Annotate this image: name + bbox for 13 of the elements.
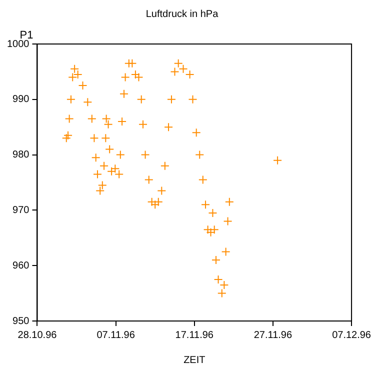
y-tick-label: 980 xyxy=(12,150,30,161)
chart-title: Luftdruck in hPa xyxy=(146,8,219,20)
x-tick-label: 07.11.96 xyxy=(96,330,136,341)
x-tick-label: 07.12.96 xyxy=(332,330,372,341)
y-tick-label: 990 xyxy=(12,94,30,106)
y-tick-label: 960 xyxy=(12,260,30,272)
x-tick-label: 28.10.96 xyxy=(18,330,58,341)
y-tick-label: 970 xyxy=(12,204,30,216)
y-tick-label: 1000 xyxy=(6,38,30,50)
x-axis-title: ZEIT xyxy=(184,354,206,366)
x-tick-label: 27.11.96 xyxy=(254,330,292,341)
y-tick-label: 950 xyxy=(12,316,30,327)
x-tick-label: 17.11.96 xyxy=(175,330,214,341)
